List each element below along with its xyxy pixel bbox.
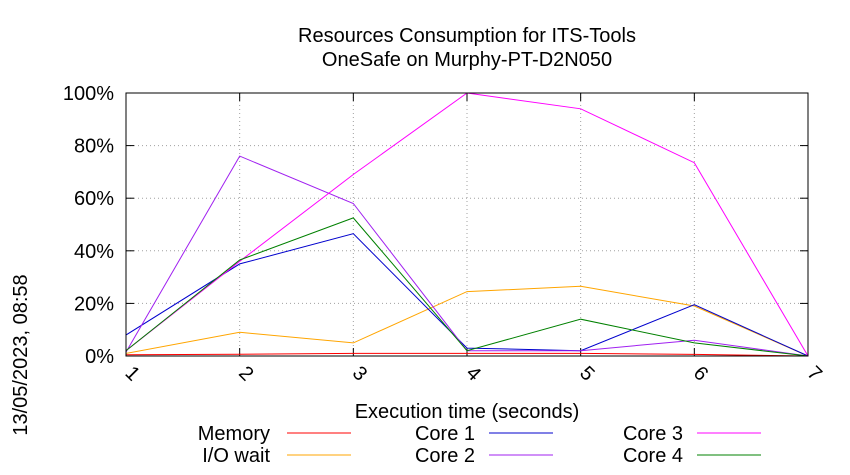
x-tick-label: 7 [803, 362, 826, 385]
plot-frame [125, 92, 809, 357]
y-tick-label: 60% [74, 188, 114, 210]
series-line-core-2 [125, 155, 809, 357]
legend-label-core-4: Core 4 [623, 445, 683, 467]
y-tick-label: 80% [74, 136, 114, 158]
legend-label-core-2: Core 2 [415, 445, 475, 467]
x-tick-label: 4 [462, 362, 485, 385]
x-tick-labels: 1 2 3 4 5 6 7 [121, 362, 826, 385]
timestamp-label: 13/05/2023, 08:58 [10, 274, 32, 435]
legend-label-memory: Memory [198, 423, 270, 445]
x-axis-label: Execution time (seconds) [355, 401, 580, 423]
series-lines [125, 92, 809, 357]
series-line-core-4 [125, 217, 809, 357]
chart-subtitle: OneSafe on Murphy-PT-D2N050 [322, 49, 612, 71]
legend-label-i-o-wait: I/O wait [202, 445, 270, 467]
chart-title: Resources Consumption for ITS-Tools [298, 25, 636, 47]
series-line-core-3 [125, 92, 809, 357]
series-line-i-o-wait [125, 285, 809, 357]
grid-lines [125, 92, 809, 357]
x-tick-label: 5 [575, 362, 598, 385]
y-tick-label: 0% [85, 346, 114, 368]
series-line-memory [125, 352, 809, 357]
y-tick-label: 20% [74, 293, 114, 315]
x-tick-label: 6 [689, 362, 712, 385]
legend-label-core-1: Core 1 [415, 423, 475, 445]
x-tick-label: 1 [121, 362, 144, 385]
y-tick-label: 100% [63, 83, 114, 105]
legend-label-core-3: Core 3 [623, 423, 683, 445]
x-tick-label: 2 [234, 362, 257, 385]
x-tick-label: 3 [348, 362, 371, 385]
y-tick-label: 40% [74, 241, 114, 263]
y-tick-labels: 0% 20% 40% 60% 80% 100% [63, 83, 114, 368]
series-line-core-1 [125, 233, 809, 357]
